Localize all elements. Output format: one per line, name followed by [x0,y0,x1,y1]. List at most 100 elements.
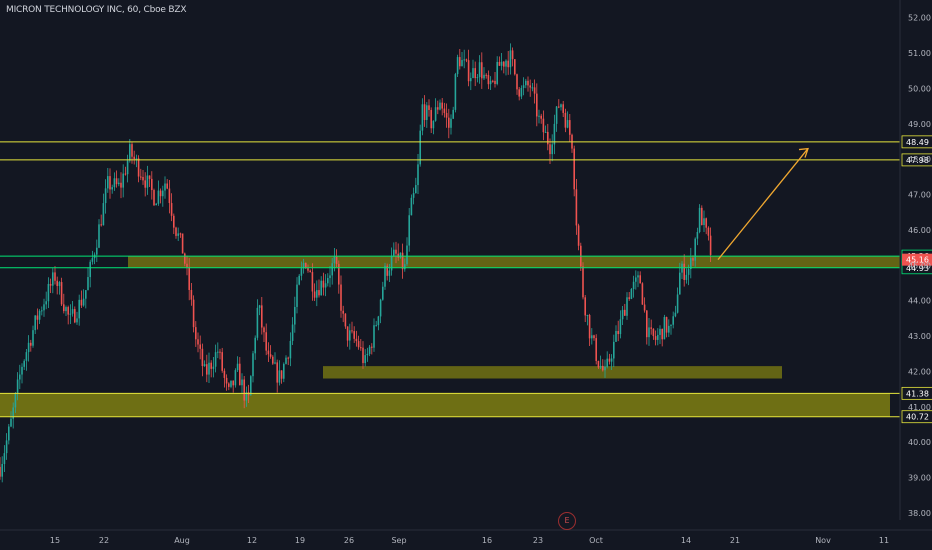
candle-body [657,334,659,340]
x-tick-label: Nov [815,536,831,545]
y-tick-label: 52.00 [908,14,931,23]
candle-body [267,350,270,355]
candle-body [404,264,406,270]
candle-body [692,258,694,261]
zones [0,256,900,417]
candle-body [626,297,628,316]
candle-body [190,289,193,300]
candle-body [287,357,289,359]
candle-body [311,272,314,292]
candle-body [357,341,360,348]
candle-body [624,309,626,316]
candle-body [426,105,428,121]
y-tick-label: 44.00 [908,297,931,306]
candle-body [177,233,179,236]
y-tick-label: 51.00 [908,49,931,58]
candle-body [659,328,661,335]
level-tag: 48.49 [901,135,932,149]
candle-body [23,360,25,367]
candle-body [179,233,182,235]
candle-body [144,180,146,188]
candle-body [709,235,712,255]
candle-body [441,102,443,109]
candle-body [639,275,641,284]
y-tick-label: 38.00 [908,509,931,518]
candle-body [14,393,17,408]
candle-body [8,426,10,441]
x-tick-label: 19 [295,536,305,545]
candle-body [168,188,171,204]
candle-body [670,324,672,326]
candle-body [38,310,41,320]
candle-body [373,325,375,348]
y-tick-label: 48.00 [908,155,931,164]
price-axis: 38.00 39.00 40.00 41.00 42.00 43.00 44.00 45.00… [899,0,931,520]
candle-body [159,190,162,197]
candle-body [192,299,195,328]
candle-body [186,263,188,268]
candle-body [269,354,272,357]
candle-body [459,57,461,67]
candle-body [419,130,421,165]
candle-body [327,278,329,284]
candle-body [338,263,340,285]
candle-body [305,263,307,269]
candle-body [417,164,419,186]
candle-body [27,342,30,353]
candle-body [344,313,347,327]
candle-body [412,193,415,198]
candle-body [52,272,54,286]
candle-body [522,85,525,88]
candle-body [610,358,613,362]
candle-body [465,59,468,61]
candle-body [360,347,362,349]
candle-body [45,301,47,305]
candle-body [335,256,338,264]
candle-body [184,253,186,264]
candle-body [566,120,569,128]
candle-body [63,304,65,312]
candle-body [58,282,61,286]
candle-body [126,160,129,175]
candle-body [155,203,157,206]
candle-body [195,327,197,340]
candle-body [41,310,43,312]
candle-body [342,310,344,314]
candle-body [232,380,234,386]
candle-body [100,224,102,226]
candle-body [393,249,395,256]
candle-body [533,87,536,94]
candle-body [450,118,452,128]
candle-body [25,352,28,361]
candle-body [170,203,173,216]
candle-body [597,360,600,368]
candle-body [302,263,305,269]
candle-body [89,261,91,278]
candle-body [621,309,624,320]
candle-body [140,176,142,178]
candle-body [175,227,177,236]
x-tick-label: 16 [482,536,492,545]
candle-body [690,258,692,270]
candle-body [118,182,120,185]
candle-body [676,294,679,313]
candle-body [265,332,267,351]
candle-body [217,351,219,353]
candle-body [646,310,648,338]
earnings-event-icon[interactable]: E [558,512,576,530]
candle-body [87,277,89,291]
candle-body [298,275,300,285]
candle-body [615,330,617,342]
level-label: 47.98 [906,156,929,165]
candle-body [188,267,190,290]
y-tick-label: 41.00 [908,403,931,412]
candle-body [124,173,127,175]
candle-body [256,307,259,338]
candle-body [241,379,243,386]
candle-body [250,376,252,396]
candle-body [401,252,404,270]
candle-body [507,60,509,68]
time-axis: 15 22 Aug 12 19 26 Sep 16 23 Oct 14 21 Nov 11 [0,529,932,545]
candle-body [494,80,496,84]
